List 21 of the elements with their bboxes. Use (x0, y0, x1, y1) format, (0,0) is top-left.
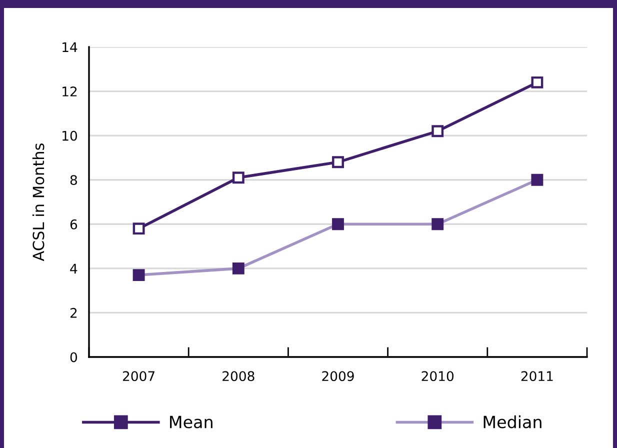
y-tick-label: 12 (62, 86, 77, 96)
legend-label: Median (484, 415, 542, 428)
point (332, 156, 344, 168)
y-tick-label: 0 (70, 352, 78, 362)
point (531, 76, 544, 88)
y-tick-label: 10 (62, 130, 78, 141)
x-tick-label: 2010 (422, 371, 454, 382)
point (432, 125, 444, 138)
point (132, 222, 145, 235)
y-tick-label: 6 (70, 219, 78, 230)
point (232, 172, 244, 184)
x-tick-label: 2011 (521, 371, 553, 382)
x-tick-label: 2008 (222, 371, 254, 382)
y-tick-label: 4 (70, 264, 78, 274)
x-tick-label: 2007 (122, 371, 154, 382)
y-axis-title: ACSL in Months (32, 143, 44, 262)
x-tick-label: 2009 (322, 371, 354, 382)
y-tick-label: 14 (62, 42, 78, 52)
y-tick-label: 8 (70, 175, 77, 186)
y-tick-label: 2 (70, 308, 77, 318)
legend-label: Mean (170, 416, 212, 428)
